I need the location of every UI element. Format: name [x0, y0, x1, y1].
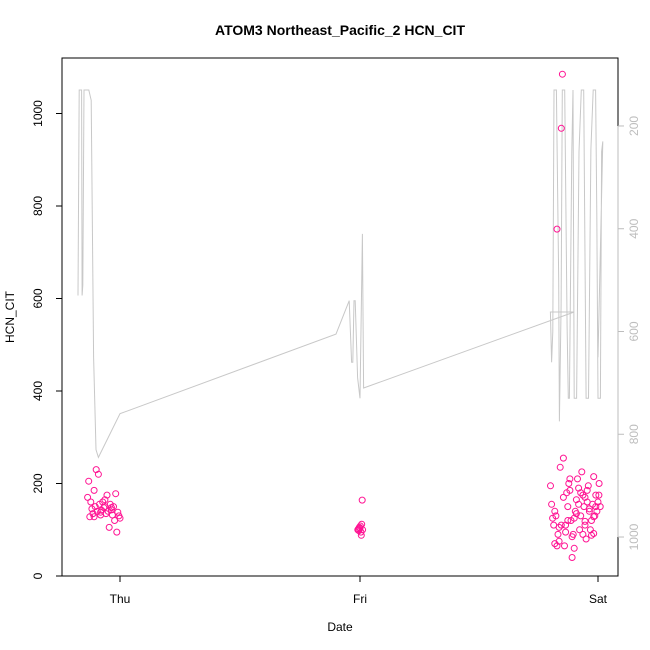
data-point [582, 535, 590, 543]
data-point [583, 486, 591, 494]
x-tick-label: Sat [589, 592, 608, 606]
data-point [593, 507, 601, 515]
data-point [553, 542, 561, 550]
y2-tick-label: 800 [627, 424, 641, 444]
data-point [564, 517, 572, 524]
data-point [558, 70, 566, 78]
data-point [595, 491, 603, 499]
data-point [97, 511, 105, 519]
y-tick-label: 200 [31, 473, 45, 493]
x-axis-label: Date [327, 620, 353, 634]
data-point [585, 507, 593, 515]
altitude-line [77, 89, 604, 459]
y-tick-label: 600 [31, 288, 45, 308]
x-tick-label: Thu [110, 592, 131, 606]
data-point [590, 473, 598, 481]
data-point [116, 514, 124, 522]
data-point [358, 496, 366, 504]
data-point [557, 521, 565, 529]
data-point [561, 542, 568, 550]
y-tick-label: 1000 [31, 100, 45, 127]
y2-tick-label: 1000 [627, 523, 641, 550]
data-point [581, 521, 589, 529]
data-point [568, 554, 576, 561]
y2-tick-label: 400 [627, 218, 641, 238]
data-point [551, 540, 559, 548]
data-point [586, 526, 594, 534]
data-point [596, 503, 604, 511]
data-point [87, 498, 95, 506]
data-point [575, 500, 583, 508]
data-point [579, 491, 587, 499]
data-point [595, 480, 603, 487]
data-point [577, 489, 585, 497]
data-point [588, 531, 595, 539]
y-axis-label: HCN_CIT [3, 290, 17, 343]
data-point [85, 477, 93, 485]
data-point [581, 493, 589, 501]
y-tick-label: 400 [31, 381, 45, 401]
data-point [100, 504, 108, 512]
data-point [566, 475, 574, 483]
data-point [553, 225, 561, 233]
data-point [90, 513, 98, 521]
y-tick-label: 800 [31, 196, 45, 216]
data-point [588, 517, 595, 524]
data-point [554, 530, 562, 538]
x-tick-label: Fri [353, 592, 367, 606]
y2-tick-label: 200 [627, 116, 641, 136]
data-point [578, 468, 586, 476]
data-point [556, 463, 564, 471]
data-point [585, 505, 593, 513]
y2-tick-label: 600 [627, 321, 641, 341]
data-point [101, 496, 109, 504]
data-point [574, 475, 581, 483]
data-point [590, 513, 598, 521]
data-point [576, 526, 584, 534]
y-axis: 0 200 400 600 800 1000 [31, 100, 63, 579]
data-point [559, 454, 567, 462]
altitude-line-layer [77, 89, 604, 459]
data-point [557, 124, 565, 132]
data-point [566, 486, 574, 494]
data-point [548, 500, 556, 508]
data-point [592, 491, 600, 499]
data-point [565, 480, 573, 487]
plot-frame [61, 57, 619, 577]
data-point [552, 512, 560, 520]
data-point [564, 503, 572, 511]
data-point [551, 507, 559, 515]
data-point [590, 530, 598, 537]
data-point [84, 493, 92, 501]
data-point [105, 523, 113, 531]
data-point [107, 504, 115, 512]
data-point [592, 503, 600, 511]
data-point [562, 528, 570, 536]
y-tick-label: 0 [31, 572, 45, 579]
data-point [90, 486, 98, 494]
data-point [114, 508, 122, 516]
data-point [555, 523, 563, 531]
data-point [570, 544, 578, 552]
data-point [113, 528, 121, 536]
data-point [547, 482, 554, 490]
data-point [579, 530, 587, 538]
data-point [359, 526, 367, 534]
data-point [581, 517, 589, 525]
data-point [112, 490, 120, 498]
x-axis: Thu Fri Sat [110, 575, 608, 606]
data-point [559, 493, 567, 501]
data-point [572, 510, 580, 518]
data-point [94, 470, 102, 478]
data-point [584, 482, 592, 490]
data-point [568, 533, 576, 541]
secondary-y-axis: 200 400 600 800 1000 [617, 116, 641, 550]
points-layer [84, 70, 604, 561]
chart-title: ATOM3 Northeast_Pacific_2 HCN_CIT [215, 22, 465, 38]
